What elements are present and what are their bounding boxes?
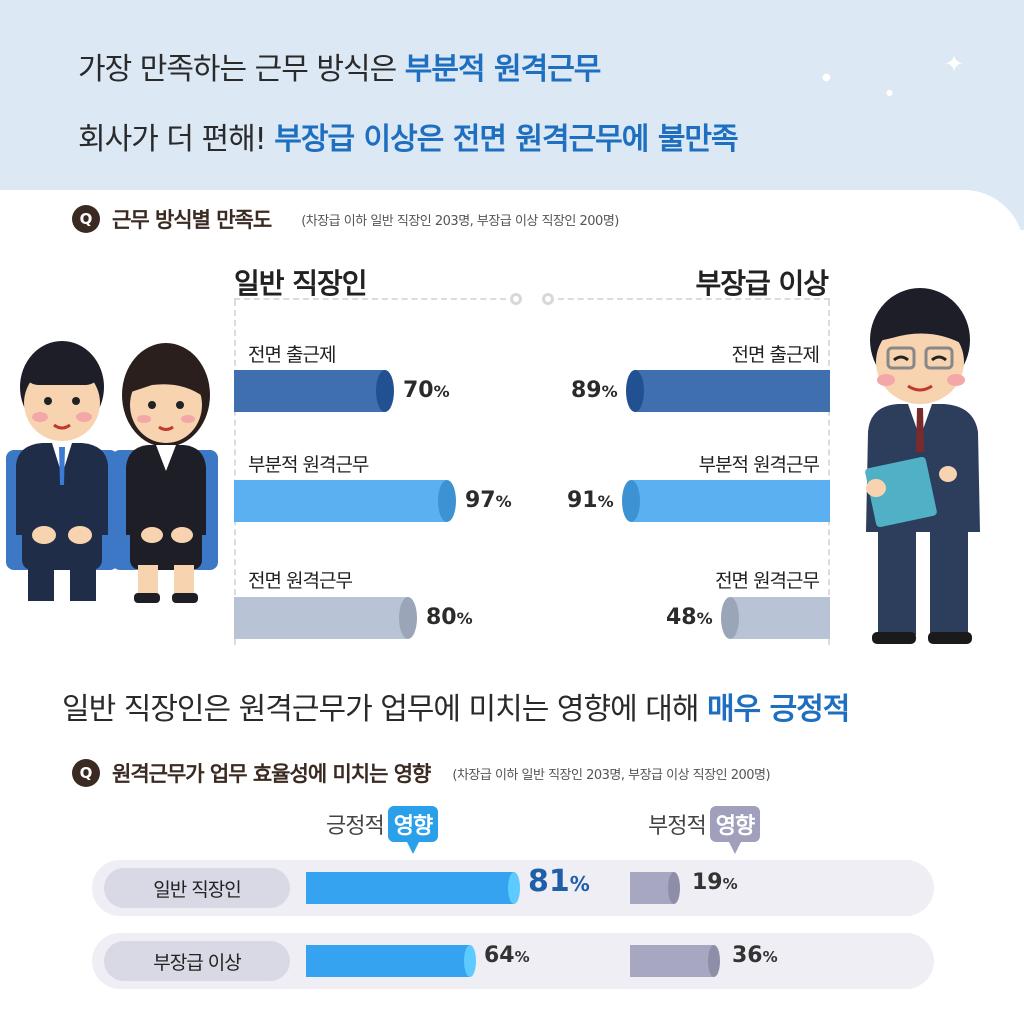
value-number: 91 xyxy=(567,488,598,513)
headline-1-prefix: 가장 만족하는 근무 방식은 xyxy=(78,52,405,87)
value-number: 64 xyxy=(484,943,515,968)
efficiency-label-general: 일반 직장인 xyxy=(104,868,290,908)
headline-1-highlight: 부분적 원격근무 xyxy=(404,52,602,87)
question-badge: Q xyxy=(72,759,100,787)
headline-2: 회사가 더 편해! 부장급 이상은 전면 원격근무에 불만족 xyxy=(78,114,739,158)
value-number: 48 xyxy=(666,605,697,630)
efficiency-row-general: 일반 직장인 81% 19% xyxy=(92,860,934,916)
positive-label: 긍정적 xyxy=(326,814,385,839)
section1-title: Q 근무 방식별 만족도 (차장급 이하 일반 직장인 203명, 부장급 이상… xyxy=(72,204,619,234)
percent-sign: % xyxy=(456,609,473,628)
sparkle-icon: ✦ xyxy=(944,50,965,78)
value-manager-positive: 64% xyxy=(484,943,530,968)
percent-sign: % xyxy=(762,948,778,966)
value-general-negative: 19% xyxy=(692,870,738,895)
value-number: 97 xyxy=(465,488,496,513)
divider-dot xyxy=(510,293,522,305)
bar-manager-full-remote xyxy=(721,597,830,639)
section2-note: (차장급 이하 일반 직장인 203명, 부장급 이상 직장인 200명) xyxy=(452,767,771,783)
section2-subhead: 일반 직장인은 원격근무가 업무에 미치는 영향에 대해 매우 긍정적 xyxy=(62,684,850,728)
bar-end-cap xyxy=(626,370,644,412)
right-group-title: 부장급 이상 xyxy=(695,267,829,300)
bar-general-full-remote xyxy=(234,597,417,639)
section2-heading: 원격근무가 업무 효율성에 미치는 영향 xyxy=(112,762,431,786)
percent-sign: % xyxy=(722,875,738,893)
headline-2-highlight: 부장급 이상은 전면 원격근무에 불만족 xyxy=(274,122,738,157)
percent-sign: % xyxy=(597,492,614,511)
bar-end-cap xyxy=(721,597,739,639)
left-group-title: 일반 직장인 xyxy=(234,267,368,300)
bar-end-cap xyxy=(399,597,417,639)
section1-note: (차장급 이하 일반 직장인 203명, 부장급 이상 직장인 200명) xyxy=(301,213,619,229)
percent-sign: % xyxy=(569,872,590,896)
section1-heading: 근무 방식별 만족도 xyxy=(112,208,272,232)
value-number: 70 xyxy=(403,378,434,403)
bar-general-full-office xyxy=(234,370,394,412)
value-general-partial-remote: 97% xyxy=(465,488,512,513)
value-number: 19 xyxy=(692,870,723,895)
bar-manager-full-office xyxy=(626,370,830,412)
value-manager-full-office: 89% xyxy=(571,378,618,403)
value-general-full-remote: 80% xyxy=(426,605,473,630)
value-number: 89 xyxy=(571,378,602,403)
manager-illustration xyxy=(865,288,980,644)
right-label-full-office: 전면 출근제 xyxy=(731,344,820,366)
content-card-top xyxy=(0,190,1024,250)
positive-pill: 영향 xyxy=(387,806,439,854)
divider-dot xyxy=(542,293,554,305)
percent-sign: % xyxy=(495,492,512,511)
bar-manager-partial-remote xyxy=(622,480,830,522)
bar-end-cap xyxy=(464,945,476,977)
right-axis-line xyxy=(828,300,830,645)
bar-end-cap xyxy=(438,480,456,522)
value-manager-full-remote: 48% xyxy=(666,605,713,630)
bar-end-cap xyxy=(622,480,640,522)
question-badge: Q xyxy=(72,205,100,233)
value-general-full-office: 70% xyxy=(403,378,450,403)
left-label-full-remote: 전면 원격근무 xyxy=(248,570,353,592)
bar-manager-negative xyxy=(630,945,720,977)
percent-sign: % xyxy=(601,382,618,401)
left-axis-line xyxy=(234,300,236,645)
value-number: 36 xyxy=(732,943,763,968)
value-manager-negative: 36% xyxy=(732,943,778,968)
negative-tag: 부정적 영향 xyxy=(648,806,761,854)
bar-manager-positive xyxy=(306,945,476,977)
bar-end-cap xyxy=(708,945,720,977)
bar-general-partial-remote xyxy=(234,480,456,522)
bar-general-positive xyxy=(306,872,520,904)
negative-pill: 영향 xyxy=(709,806,761,854)
seated-workers-illustration xyxy=(6,341,218,603)
value-manager-partial-remote: 91% xyxy=(567,488,614,513)
headline-2-prefix: 회사가 더 편해! xyxy=(78,122,275,157)
right-label-full-remote: 전면 원격근무 xyxy=(715,570,820,592)
right-label-partial-remote: 부분적 원격근무 xyxy=(698,454,820,476)
left-label-partial-remote: 부분적 원격근무 xyxy=(248,454,369,476)
subhead-prefix: 일반 직장인은 원격근무가 업무에 미치는 영향에 대해 xyxy=(62,692,707,727)
right-divider xyxy=(548,298,830,300)
bar-end-cap xyxy=(508,872,520,904)
sparkle-dot-icon: ● xyxy=(822,72,831,83)
bar-end-cap xyxy=(376,370,394,412)
positive-tag: 긍정적 영향 xyxy=(326,806,439,854)
efficiency-row-manager: 부장급 이상 64% 36% xyxy=(92,933,934,989)
left-divider xyxy=(234,298,516,300)
efficiency-label-manager: 부장급 이상 xyxy=(104,941,290,981)
value-number: 81 xyxy=(528,864,570,899)
percent-sign: % xyxy=(514,948,530,966)
section2-title: Q 원격근무가 업무 효율성에 미치는 영향 (차장급 이하 일반 직장인 20… xyxy=(72,758,771,788)
value-number: 80 xyxy=(426,605,457,630)
subhead-highlight: 매우 긍정적 xyxy=(706,692,850,727)
value-general-positive: 81% xyxy=(528,864,590,899)
bar-end-cap xyxy=(668,872,680,904)
sparkle-dot-icon: ● xyxy=(886,88,893,97)
percent-sign: % xyxy=(433,382,450,401)
bar-general-negative xyxy=(630,872,680,904)
left-label-full-office: 전면 출근제 xyxy=(248,344,336,366)
percent-sign: % xyxy=(696,609,713,628)
headline-1: 가장 만족하는 근무 방식은 부분적 원격근무 xyxy=(78,44,602,88)
negative-label: 부정적 xyxy=(648,814,707,839)
